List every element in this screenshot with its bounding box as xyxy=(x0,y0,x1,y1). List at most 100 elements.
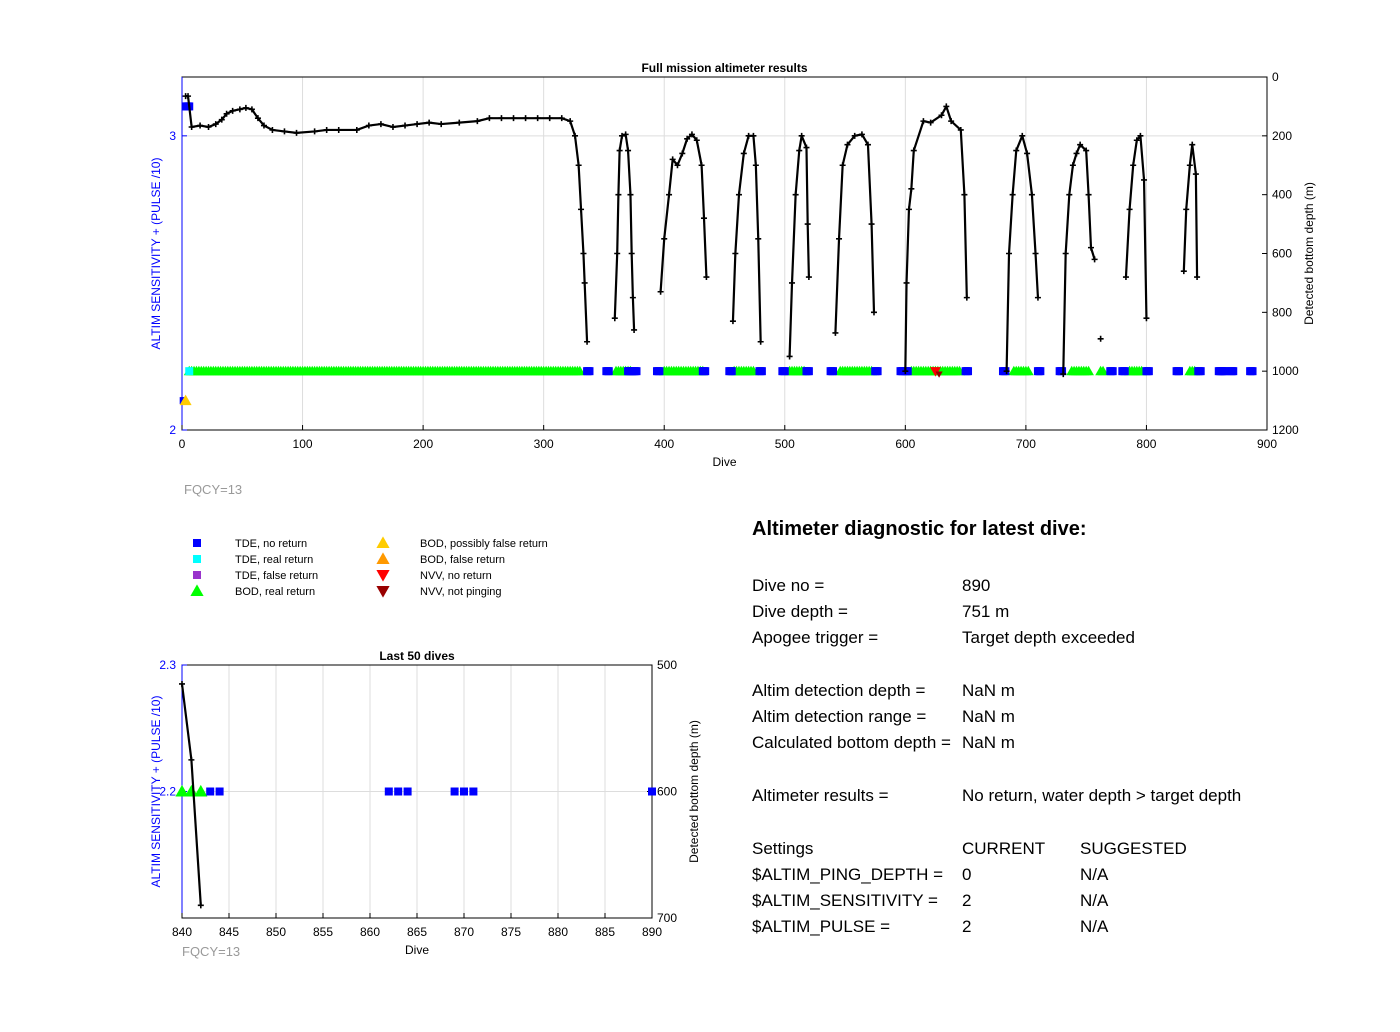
last50-x-axis-label: Dive xyxy=(405,943,429,957)
last50-depth-marker xyxy=(188,756,195,763)
diag-extra: N/A xyxy=(1080,865,1109,884)
legend-label: TDE, no return xyxy=(235,538,307,550)
diag-extra: N/A xyxy=(1080,917,1109,936)
full-depth-marker xyxy=(755,235,762,242)
last50-x-tick-label: 860 xyxy=(360,925,380,939)
full-depth-marker xyxy=(627,191,634,198)
full-depth-marker xyxy=(456,119,463,126)
full-depth-marker xyxy=(619,132,626,139)
diag-label: Calculated bottom depth = xyxy=(752,733,951,752)
full-tde-no-return-marker xyxy=(757,367,766,376)
full-x-tick-label: 200 xyxy=(413,437,433,451)
full-depth-marker xyxy=(248,106,255,113)
full-depth-marker xyxy=(851,132,858,139)
full-depth-marker xyxy=(804,221,811,228)
full-depth-marker xyxy=(1024,150,1031,157)
full-depth-marker xyxy=(948,118,955,125)
diag-value: NaN m xyxy=(962,681,1015,700)
diag-value: 0 xyxy=(962,865,972,884)
full-depth-marker xyxy=(938,112,945,119)
full-depth-marker xyxy=(1085,191,1092,198)
full-depth-marker xyxy=(335,126,342,133)
last50-y-tick-label: 2.2 xyxy=(159,785,176,799)
full-depth-marker xyxy=(836,235,843,242)
full-depth-marker xyxy=(1122,274,1129,281)
full-depth-marker xyxy=(757,338,764,345)
full-y-tick-label: 3 xyxy=(169,129,176,143)
diag-label: Altim detection depth = xyxy=(752,681,926,700)
full-depth-marker xyxy=(1141,176,1148,183)
full-depth-marker xyxy=(839,162,846,169)
diag-value: 751 m xyxy=(962,602,1010,621)
full-y2-tick-label: 200 xyxy=(1272,129,1292,143)
full-depth-marker xyxy=(614,250,621,257)
diag-label: Altimeter results = xyxy=(752,786,889,805)
diag-label: Dive depth = xyxy=(752,602,848,621)
legend-marker-tde-false-return xyxy=(193,571,201,579)
last50-y2-tick-label: 500 xyxy=(657,658,677,672)
full-depth-marker xyxy=(729,318,736,325)
full-depth-marker xyxy=(1077,141,1084,148)
full-depth-marker xyxy=(798,132,805,139)
full-x-tick-label: 400 xyxy=(654,437,674,451)
full-depth-marker xyxy=(581,279,588,286)
full-depth-marker xyxy=(254,115,261,122)
full-depth-marker xyxy=(622,131,629,138)
full-y2-tick-label: 1000 xyxy=(1272,364,1299,378)
last50-x-tick-label: 875 xyxy=(501,925,521,939)
full-depth-marker xyxy=(735,191,742,198)
last50-y-axis-label: ALTIM SENSITIVITY + (PULSE /10) xyxy=(149,696,163,888)
full-depth-marker xyxy=(260,122,267,129)
full-depth-marker xyxy=(1192,171,1199,178)
full-depth-marker xyxy=(1143,315,1150,322)
full-depth-marker xyxy=(957,126,964,133)
full-depth-marker xyxy=(701,215,708,222)
last50-chart: Last 50 dives 840 845 850 855 860 865 870 875 880… xyxy=(149,649,701,957)
diag-value: Target depth exceeded xyxy=(962,628,1135,647)
last50-tde-no-return-marker xyxy=(469,787,478,796)
full-depth-marker xyxy=(666,191,673,198)
full-depth-marker xyxy=(389,124,396,131)
full-depth-marker xyxy=(414,121,421,128)
full-x-tick-label: 700 xyxy=(1016,437,1036,451)
last50-x-tick-label: 890 xyxy=(642,925,662,939)
diag-label: $ALTIM_PULSE = xyxy=(752,917,891,936)
full-tde-no-return-marker xyxy=(1058,367,1067,376)
full-depth-marker xyxy=(218,116,225,123)
full-depth-marker xyxy=(365,122,372,129)
full-depth-marker xyxy=(703,274,710,281)
full-depth-marker xyxy=(1097,335,1104,342)
full-depth-marker xyxy=(688,131,695,138)
full-tde-no-return-marker xyxy=(655,367,664,376)
full-depth-marker xyxy=(732,250,739,257)
full-depth-marker xyxy=(1091,256,1098,263)
full-tde-no-return-marker xyxy=(1120,367,1129,376)
full-tde-no-return-marker xyxy=(780,367,789,376)
full-depth-marker xyxy=(961,191,968,198)
full-depth-marker xyxy=(510,115,517,122)
full-tde-no-return-marker xyxy=(1220,367,1229,376)
full-bod-possibly-false-marker xyxy=(179,394,192,406)
full-depth-marker xyxy=(486,115,493,122)
full-depth-marker xyxy=(269,126,276,133)
full-tde-no-return-marker xyxy=(1108,367,1117,376)
full-nvv-not-pinging-marker xyxy=(935,371,943,378)
last50-bod-real-marker xyxy=(184,784,198,797)
last50-x-tick-label: 845 xyxy=(219,925,239,939)
full-depth-marker xyxy=(903,279,910,286)
full-depth-marker xyxy=(498,115,505,122)
last50-depth-marker xyxy=(179,680,185,687)
diag-value: NaN m xyxy=(962,733,1015,752)
full-depth-marker xyxy=(864,141,871,148)
diag-label: $ALTIM_PING_DEPTH = xyxy=(752,865,943,884)
legend-label: NVV, not pinging xyxy=(420,586,502,598)
full-tde-no-return-marker xyxy=(1229,367,1238,376)
full-depth-marker xyxy=(693,137,700,144)
full-y-axis-label: ALTIM SENSITIVITY + (PULSE /10) xyxy=(149,158,163,350)
full-depth-marker xyxy=(752,162,759,169)
full-depth-marker xyxy=(963,294,970,301)
diag-value: NaN m xyxy=(962,707,1015,726)
full-depth-marker xyxy=(1060,371,1067,378)
full-depth-marker xyxy=(1003,368,1010,375)
